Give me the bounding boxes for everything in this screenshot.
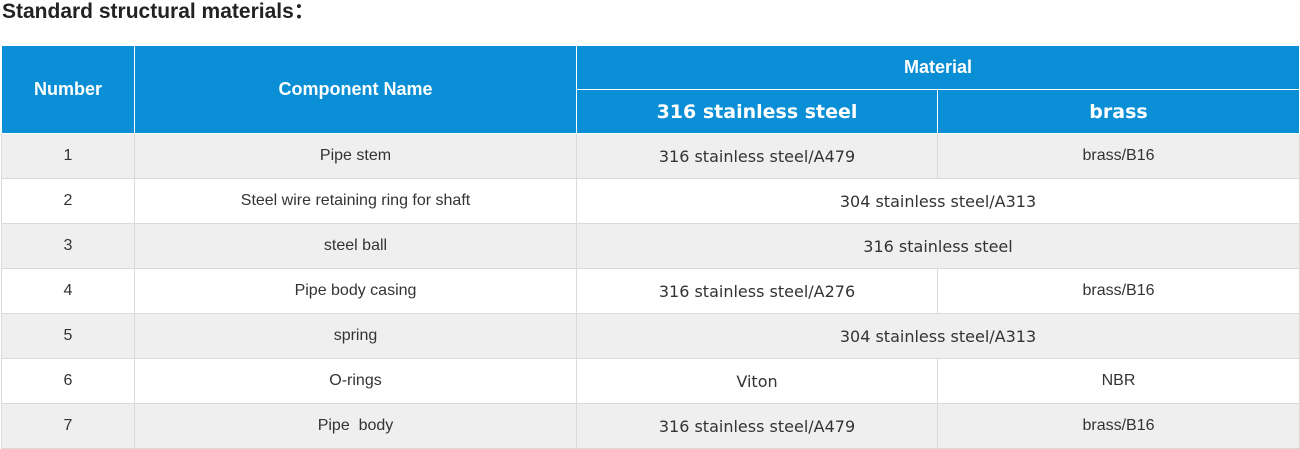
row-ss-material: Viton <box>576 358 938 404</box>
row-merged-material: 304 stainless steel/A313 <box>576 313 1300 359</box>
materials-table: Number Component Name Material 316 stain… <box>1 45 1300 449</box>
row-component: Pipe body <box>134 403 577 449</box>
row-component: Pipe stem <box>134 133 577 179</box>
header-brass: brass <box>937 89 1300 134</box>
row-component: steel ball <box>134 223 577 269</box>
row-number: 2 <box>1 178 135 224</box>
header-component-name: Component Name <box>134 45 577 134</box>
row-ss-material: 316 stainless steel/A276 <box>576 268 938 314</box>
row-brass-material: NBR <box>937 358 1300 404</box>
table-header: Number Component Name Material 316 stain… <box>1 45 1300 134</box>
row-merged-material: 316 stainless steel <box>576 223 1300 269</box>
row-brass-material: brass/B16 <box>937 403 1300 449</box>
row-component: Pipe body casing <box>134 268 577 314</box>
row-component: Steel wire retaining ring for shaft <box>134 178 577 224</box>
page-title: Standard structural materials： <box>2 0 315 23</box>
row-component: O-rings <box>134 358 577 404</box>
table-row: 1 Pipe stem 316 stainless steel/A479 bra… <box>1 133 1300 179</box>
row-number: 5 <box>1 313 135 359</box>
row-brass-material: brass/B16 <box>937 133 1300 179</box>
row-ss-material: 316 stainless steel/A479 <box>576 133 938 179</box>
row-number: 3 <box>1 223 135 269</box>
header-number: Number <box>1 45 135 134</box>
row-number: 4 <box>1 268 135 314</box>
header-316-stainless-steel: 316 stainless steel <box>576 89 938 134</box>
header-material: Material <box>576 45 1300 90</box>
row-merged-material: 304 stainless steel/A313 <box>576 178 1300 224</box>
row-number: 6 <box>1 358 135 404</box>
row-number: 7 <box>1 403 135 449</box>
row-component: spring <box>134 313 577 359</box>
row-number: 1 <box>1 133 135 179</box>
table-row: 4 Pipe body casing 316 stainless steel/A… <box>1 268 1300 314</box>
table-row: 3 steel ball 316 stainless steel <box>1 223 1300 269</box>
table-body: 1 Pipe stem 316 stainless steel/A479 bra… <box>1 133 1300 449</box>
table-row: 7 Pipe body 316 stainless steel/A479 bra… <box>1 403 1300 449</box>
row-ss-material: 316 stainless steel/A479 <box>576 403 938 449</box>
table-row: 2 Steel wire retaining ring for shaft 30… <box>1 178 1300 224</box>
table-row: 5 spring 304 stainless steel/A313 <box>1 313 1300 359</box>
row-brass-material: brass/B16 <box>937 268 1300 314</box>
table-row: 6 O-rings Viton NBR <box>1 358 1300 404</box>
